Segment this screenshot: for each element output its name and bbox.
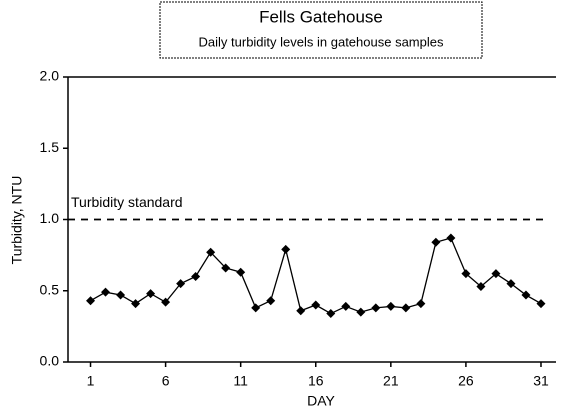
x-tick-label: 1 — [87, 373, 95, 389]
data-point — [251, 303, 261, 313]
data-point — [86, 296, 96, 306]
y-tick-label: 1.0 — [40, 210, 60, 226]
x-tick-label: 31 — [533, 373, 549, 389]
data-point — [386, 301, 396, 311]
y-tick-label: 0.5 — [40, 281, 60, 297]
data-point — [536, 299, 546, 309]
data-point — [341, 301, 351, 311]
data-point — [311, 300, 321, 310]
data-point — [521, 290, 531, 300]
data-point — [131, 299, 141, 309]
data-point — [266, 296, 276, 306]
x-tick-label: 11 — [233, 373, 248, 389]
data-point — [206, 247, 216, 257]
data-point — [176, 279, 186, 289]
data-point — [236, 267, 246, 277]
data-point — [296, 306, 306, 316]
data-point — [101, 287, 111, 297]
reference-label: Turbidity standard — [71, 194, 183, 210]
x-tick-label: 21 — [383, 373, 399, 389]
data-point — [431, 237, 441, 247]
title-box — [159, 1, 483, 59]
data-point — [191, 272, 201, 281]
y-tick-label: 2.0 — [40, 68, 60, 84]
data-point — [146, 289, 156, 299]
y-axis-label: Turbidity, NTU — [9, 176, 25, 265]
data-point — [356, 307, 366, 317]
data-point — [461, 269, 471, 279]
data-point — [371, 303, 381, 313]
data-point — [161, 297, 171, 307]
chart-subtitle: Daily turbidity levels in gatehouse samp… — [199, 34, 444, 49]
x-tick-label: 16 — [308, 373, 324, 389]
data-point — [446, 233, 456, 243]
y-tick-label: 1.5 — [40, 139, 60, 155]
x-tick-label: 26 — [458, 373, 474, 389]
chart-title: Fells Gatehouse — [259, 7, 383, 26]
data-point — [326, 309, 336, 319]
y-tick-label: 0.0 — [40, 353, 60, 369]
data-point — [116, 290, 126, 300]
data-point — [476, 281, 486, 291]
data-point — [221, 263, 231, 273]
x-axis-label: DAY — [307, 393, 335, 409]
data-point — [281, 244, 291, 254]
data-point — [491, 269, 501, 279]
data-point — [416, 299, 426, 309]
data-point — [506, 279, 516, 289]
data-point — [401, 303, 411, 313]
x-tick-label: 6 — [162, 373, 170, 389]
